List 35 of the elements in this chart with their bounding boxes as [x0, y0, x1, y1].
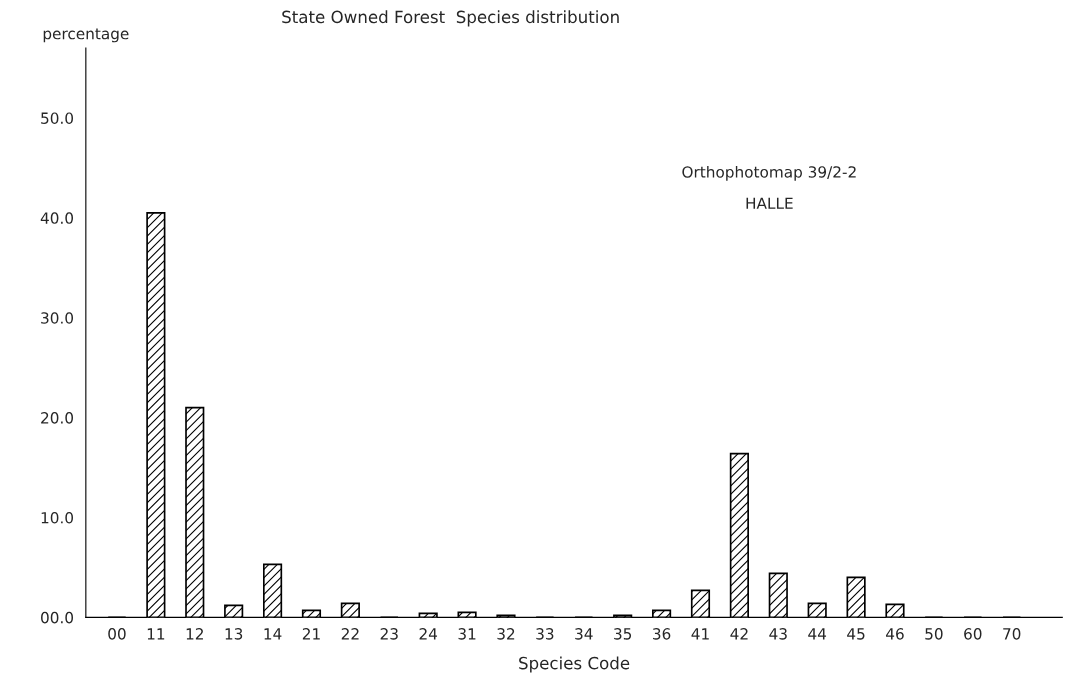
y-axis-title: percentage: [43, 28, 129, 43]
x-tick-label: 22: [341, 628, 359, 640]
x-tick-label: 35: [614, 628, 632, 640]
x-axis-title: Species Code: [519, 656, 630, 673]
x-tick-label: 45: [847, 628, 865, 640]
x-tick-label: 23: [380, 628, 398, 640]
x-tick-label: 12: [186, 628, 203, 640]
chart-title: State Owned Forest Species distribution: [282, 10, 619, 27]
x-tick-label: 31: [458, 628, 476, 640]
x-tick-label: 11: [147, 628, 165, 640]
x-tick-label: 60: [964, 628, 982, 640]
x-tick-label: 13: [225, 628, 243, 640]
y-tick-label: 10.0: [41, 511, 74, 524]
annotation: Orthophotomap 39/2-2: [682, 165, 856, 181]
x-tick-label: 70: [1003, 628, 1021, 640]
x-tick-label: 41: [691, 628, 709, 640]
x-tick-label: 34: [575, 628, 593, 640]
x-tick-label: 44: [808, 628, 827, 640]
x-tick-label: 36: [653, 628, 671, 640]
y-tick-label: 40.0: [40, 212, 74, 224]
y-tick-label: 30.0: [41, 312, 74, 324]
x-tick-label: 32: [497, 628, 515, 640]
y-tick-label: 20.0: [41, 412, 74, 424]
x-tick-label: 42: [730, 628, 748, 640]
x-tick-label: 50: [925, 628, 943, 640]
x-tick-label: 33: [536, 628, 554, 640]
annotation: HALLE: [746, 197, 793, 209]
x-tick-label: 46: [886, 628, 904, 640]
x-tick-label: 24: [419, 628, 438, 640]
y-tick-label: 50.0: [41, 112, 74, 124]
y-tick-label: 00.0: [41, 611, 74, 624]
x-tick-label: 00: [108, 628, 126, 640]
x-tick-label: 43: [769, 628, 787, 640]
x-tick-label: 21: [302, 628, 320, 640]
x-tick-label: 14: [264, 628, 282, 640]
